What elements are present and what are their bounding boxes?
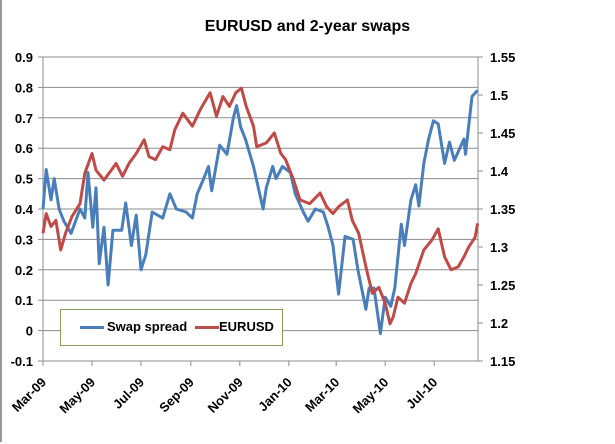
x-tick-label: Sep-09 [156,375,197,416]
y-left-tick-label: 0.2 [15,263,33,278]
legend-swap-spread-label: Swap spread [107,319,188,334]
legend-swap-spread-swatch [80,326,104,329]
y-left-tick-label: 0.3 [15,232,33,247]
y-left-tick-label: 0.5 [15,172,33,187]
y-left-tick-label: 0.9 [15,50,33,65]
y-right-tick-label: 1.2 [490,316,508,331]
chart-title: EURUSD and 2-year swaps [204,18,411,35]
y-right-tick-label: 1.55 [490,50,515,65]
x-tick-label: Mar-09 [9,375,49,415]
series-line-eurusd [41,86,480,326]
y-left-tick-label: 0.4 [15,202,34,217]
series-line-swap-spread [41,89,479,336]
y-left-tick-label: -0.1 [11,354,33,369]
y-left-tick-label: 0.8 [15,80,33,95]
legend: Swap spread EURUSD [60,309,283,346]
legend-eurusd-swatch [195,326,219,329]
legend-eurusd-label: EURUSD [219,319,274,334]
y-left-tick-label: 0.6 [15,141,33,156]
x-tick-label: Jul-09 [110,375,147,412]
y-right-tick-label: 1.3 [490,240,508,255]
x-tick-label: Jan-10 [255,375,295,415]
x-tick-label: May-10 [350,375,392,417]
x-tick-label: Jul-10 [403,375,440,412]
x-tick-label: Nov-09 [205,375,246,416]
y-left-tick-label: 0.7 [15,111,33,126]
x-tick-label: May-09 [56,375,98,417]
y-right-tick-label: 1.5 [490,88,508,103]
y-left-tick-label: 0 [26,324,33,339]
y-right-tick-label: 1.25 [490,278,515,293]
y-right-tick-label: 1.4 [490,164,509,179]
y-left-tick-label: 0.1 [15,293,33,308]
y-right-tick-label: 1.45 [490,126,515,141]
y-right-tick-label: 1.35 [490,202,515,217]
x-tick-label: Mar-10 [302,375,342,415]
y-right-tick-label: 1.15 [490,354,515,369]
